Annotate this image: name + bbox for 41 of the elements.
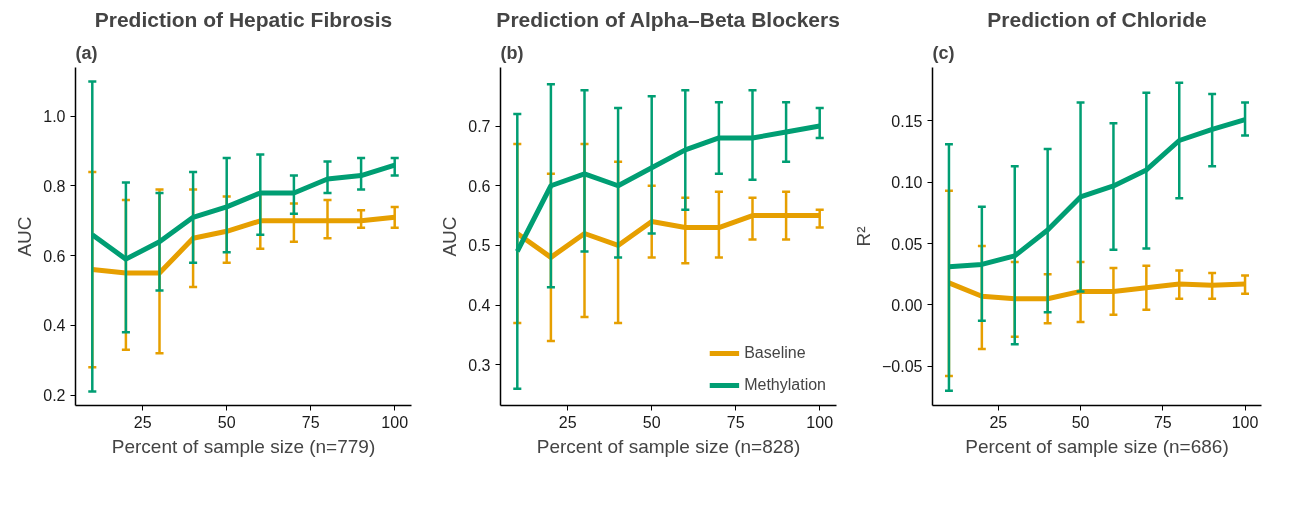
x-tick-label: 25 — [133, 413, 152, 431]
chart-title: Prediction of Chloride — [987, 7, 1207, 31]
y-tick-label: 0.00 — [891, 296, 923, 314]
legend-label: Baseline — [744, 344, 806, 362]
x-tick-label: 100 — [1231, 413, 1259, 431]
x-axis-title: Percent of sample size (n=828) — [536, 435, 801, 457]
x-tick-label: 100 — [806, 413, 834, 431]
y-tick-label: 0.7 — [468, 118, 491, 136]
chart-title: Prediction of Hepatic Fibrosis — [94, 7, 393, 31]
x-tick-label: 25 — [558, 413, 577, 431]
y-tick-label: 0.4 — [468, 297, 491, 315]
y-axis-title: AUC — [439, 216, 461, 257]
y-tick-label: 0.3 — [468, 356, 491, 374]
y-tick-label: 0.2 — [43, 387, 66, 405]
y-tick-label: 0.6 — [468, 177, 491, 195]
y-tick-label: −0.05 — [882, 358, 923, 376]
x-tick-label: 75 — [301, 413, 320, 431]
y-tick-label: 0.6 — [43, 247, 66, 265]
y-axis-title: AUC — [14, 216, 36, 257]
x-tick-label: 50 — [217, 413, 236, 431]
y-tick-label: 0.10 — [891, 174, 923, 192]
x-axis-title: Percent of sample size (n=779) — [111, 435, 376, 457]
x-tick-label: 75 — [726, 413, 745, 431]
x-axis-title: Percent of sample size (n=686) — [965, 435, 1229, 457]
y-tick-label: 1.0 — [43, 108, 66, 126]
y-tick-label: 0.05 — [891, 235, 923, 253]
y-tick-label: 0.15 — [891, 112, 923, 130]
text: (a) — [75, 42, 98, 63]
y-axis-title: R² — [853, 226, 875, 247]
chart-title: Prediction of Alpha–Beta Blockers — [496, 7, 840, 31]
x-tick-label: 75 — [1153, 413, 1172, 431]
y-tick-label: 0.8 — [43, 177, 66, 195]
legend-label: Methylation — [744, 376, 826, 394]
x-tick-label: 50 — [1071, 413, 1090, 431]
text: (c) — [932, 42, 955, 63]
text: (b) — [500, 42, 524, 63]
x-tick-label: 25 — [989, 413, 1008, 431]
y-tick-label: 0.4 — [43, 317, 66, 335]
x-tick-label: 100 — [381, 413, 409, 431]
y-tick-label: 0.5 — [468, 237, 491, 255]
x-tick-label: 50 — [642, 413, 661, 431]
